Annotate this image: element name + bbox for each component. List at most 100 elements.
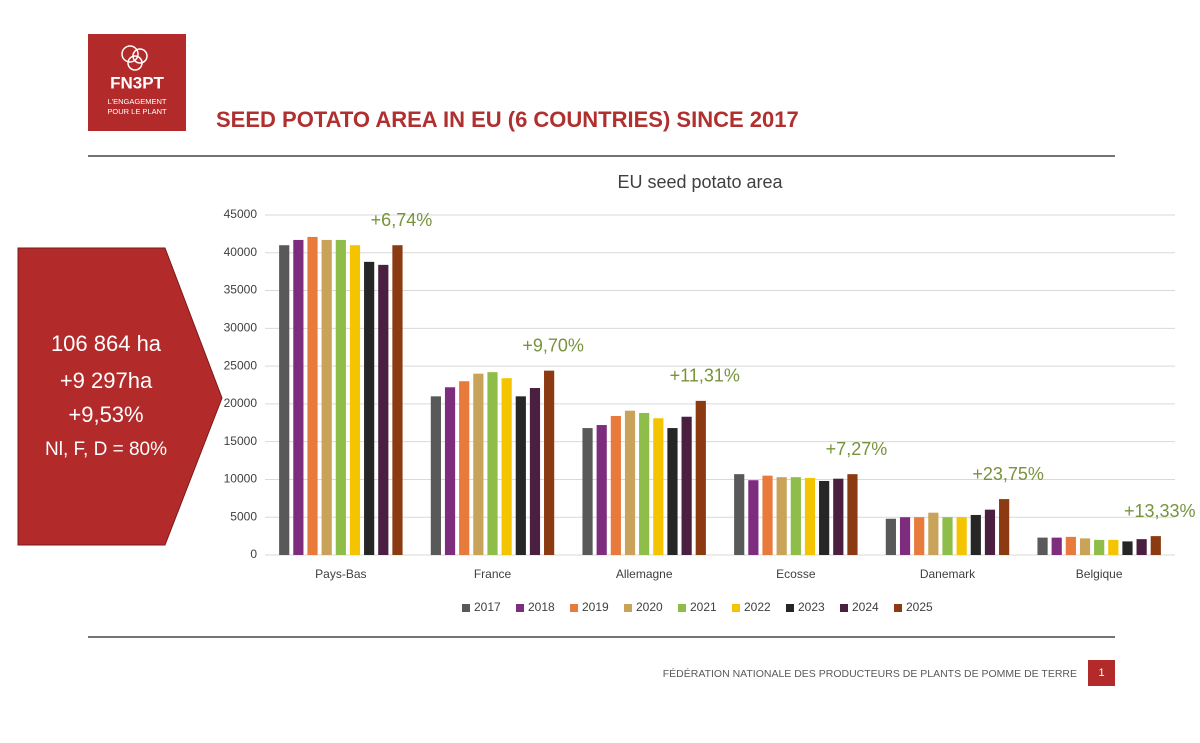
legend-swatch	[732, 604, 740, 612]
bar	[681, 416, 692, 555]
logo-icon	[121, 45, 148, 71]
x-tick-label: Danemark	[920, 567, 976, 581]
bar	[1094, 539, 1105, 555]
legend-swatch	[462, 604, 470, 612]
bar	[501, 378, 512, 555]
bar	[639, 412, 650, 555]
annotation: +6,74%	[371, 210, 433, 230]
legend-swatch	[516, 604, 524, 612]
bar	[529, 388, 541, 555]
bar	[984, 509, 996, 555]
bar	[762, 475, 773, 555]
legend-label: 2022	[744, 600, 771, 614]
bar	[1065, 536, 1076, 555]
callout-arrow	[17, 247, 223, 546]
callout-line: +9,53%	[68, 402, 143, 427]
annotation: +23,75%	[972, 464, 1044, 484]
page-number: 1	[1098, 667, 1104, 679]
legend-label: 2018	[528, 600, 555, 614]
legend-swatch	[570, 604, 578, 612]
y-tick-label: 5000	[230, 509, 257, 523]
y-tick-label: 10000	[224, 472, 258, 486]
bar	[279, 245, 290, 555]
bar	[1136, 539, 1147, 555]
bar	[1122, 541, 1133, 555]
page-box	[1088, 660, 1115, 686]
legend-label: 2017	[474, 600, 501, 614]
legend-label: 2020	[636, 600, 663, 614]
logo-name: FN3PT	[110, 73, 164, 92]
logo-tagline: POUR LE PLANT	[107, 107, 167, 116]
bar	[335, 239, 346, 555]
bar	[847, 474, 858, 555]
y-tick-label: 40000	[224, 245, 258, 259]
bar	[515, 396, 526, 555]
bar	[1037, 537, 1048, 555]
bar	[321, 239, 332, 555]
legend-swatch	[678, 604, 686, 612]
y-tick-label: 25000	[224, 358, 258, 372]
bar	[1150, 536, 1161, 555]
legend-label: 2025	[906, 600, 933, 614]
annotation: +7,27%	[826, 439, 888, 459]
legend-swatch	[786, 604, 794, 612]
bar	[307, 236, 318, 555]
bar	[349, 245, 361, 555]
bar	[819, 480, 830, 555]
x-tick-label: Pays-Bas	[315, 567, 366, 581]
bar	[999, 499, 1010, 555]
bar	[956, 517, 967, 555]
bar	[804, 477, 816, 555]
bar	[473, 373, 484, 555]
bar	[596, 425, 607, 555]
bar	[293, 239, 304, 555]
bar	[444, 387, 456, 555]
chart-title: EU seed potato area	[617, 172, 783, 192]
bar	[776, 477, 787, 555]
bar	[582, 428, 593, 555]
logo-tagline: L'ENGAGEMENT	[108, 97, 167, 106]
bar	[942, 517, 953, 555]
bar	[653, 418, 664, 555]
bar	[914, 517, 925, 555]
bar	[544, 370, 555, 555]
legend-swatch	[894, 604, 902, 612]
bar	[667, 428, 678, 555]
legend-label: 2024	[852, 600, 879, 614]
x-tick-label: Allemagne	[616, 567, 673, 581]
x-tick-label: Ecosse	[776, 567, 816, 581]
bar	[392, 245, 403, 555]
y-tick-label: 45000	[224, 207, 258, 221]
bar	[833, 478, 844, 555]
y-tick-label: 0	[250, 547, 257, 561]
x-tick-label: Belgique	[1076, 567, 1123, 581]
x-tick-label: France	[474, 567, 512, 581]
legend-label: 2023	[798, 600, 825, 614]
y-tick-label: 20000	[224, 396, 258, 410]
bar	[899, 517, 911, 555]
legend-label: 2019	[582, 600, 609, 614]
bar	[1051, 537, 1062, 555]
bar	[430, 396, 441, 555]
bar	[624, 410, 636, 555]
annotation: +13,33%	[1124, 501, 1196, 521]
bar	[928, 512, 939, 555]
bar	[610, 415, 621, 555]
bar	[970, 514, 981, 555]
legend-swatch	[840, 604, 848, 612]
y-tick-label: 15000	[224, 434, 258, 448]
callout-line: +9 297ha	[60, 368, 153, 393]
y-tick-label: 30000	[224, 321, 258, 335]
callout-line: Nl, F, D = 80%	[45, 439, 167, 460]
bar	[734, 474, 745, 555]
bar	[459, 381, 470, 555]
annotation: +9,70%	[522, 335, 584, 355]
bar	[378, 264, 389, 555]
bar	[748, 480, 759, 555]
bar	[695, 400, 706, 555]
bar	[1108, 539, 1119, 555]
bar	[1079, 538, 1091, 555]
bar	[487, 372, 498, 555]
slide-title: SEED POTATO AREA IN EU (6 COUNTRIES) SIN…	[216, 107, 799, 132]
